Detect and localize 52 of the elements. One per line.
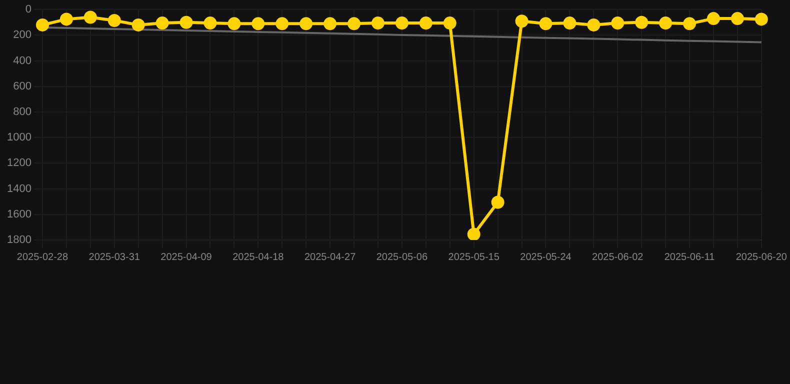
- point: [324, 17, 337, 30]
- point: [683, 17, 696, 30]
- x-tick-label: 2025-02-28: [16, 252, 68, 263]
- y-tick-label: 1400: [6, 182, 32, 195]
- point: [180, 16, 193, 29]
- point: [204, 16, 217, 30]
- point: [276, 17, 289, 30]
- point: [84, 10, 97, 24]
- point: [228, 17, 241, 30]
- point: [539, 17, 552, 30]
- x-tick-label: 2025-06-11: [664, 252, 716, 263]
- point: [706, 12, 720, 26]
- point: [300, 17, 313, 30]
- point: [371, 16, 384, 30]
- x-tick-label: 2025-04-09: [160, 252, 212, 263]
- y-tick-label: 1800: [6, 234, 32, 246]
- y-tick-label: 1600: [6, 208, 32, 220]
- y-tick-label: 600: [13, 80, 32, 92]
- x-tick-label: 2025-05-24: [520, 252, 572, 263]
- point: [563, 16, 576, 30]
- point: [419, 16, 432, 30]
- x-tick-label: 2025-05-06: [376, 252, 428, 263]
- point: [635, 16, 648, 29]
- y-tick-label: 200: [13, 29, 32, 42]
- point: [754, 12, 768, 26]
- point: [467, 228, 480, 240]
- y-tick-label: 400: [13, 54, 32, 67]
- point: [611, 16, 624, 30]
- point: [252, 17, 265, 30]
- y-tick-label: 800: [13, 106, 32, 118]
- point: [659, 16, 672, 30]
- x-tick-label: 2025-04-27: [304, 252, 356, 263]
- y-tick-label: 1000: [6, 132, 32, 144]
- point: [515, 14, 528, 28]
- point: [443, 16, 456, 30]
- point: [108, 14, 121, 27]
- point: [132, 18, 145, 32]
- point: [395, 16, 408, 30]
- x-tick-label: 2025-04-18: [232, 252, 284, 263]
- y-tick-label: 1200: [6, 157, 32, 170]
- point: [348, 17, 361, 30]
- x-tick-label: 2025-05-15: [448, 252, 500, 263]
- x-tick-label: 2025-03-31: [88, 252, 140, 263]
- point: [36, 18, 49, 32]
- x-tick-label: 2025-06-02: [592, 252, 644, 263]
- x-tick-label: 2025-06-20: [736, 252, 788, 263]
- point: [156, 16, 169, 30]
- point: [730, 12, 744, 26]
- point: [587, 18, 600, 32]
- point: [60, 12, 73, 26]
- point: [491, 196, 504, 209]
- y-tick-label: 0: [25, 4, 32, 16]
